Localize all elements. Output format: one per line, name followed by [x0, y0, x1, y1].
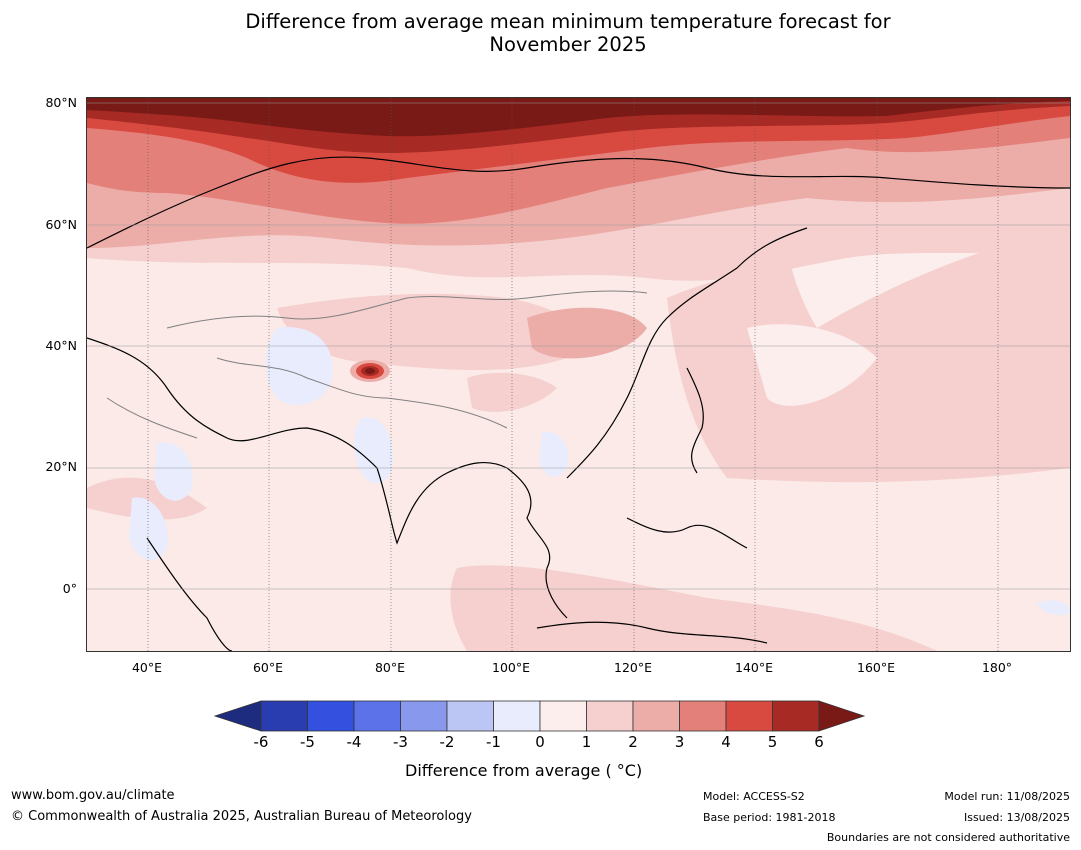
- cbar-tick-3: 3: [674, 733, 685, 751]
- cbar-tick-2: 2: [628, 733, 638, 751]
- colorbar-segment: [307, 700, 355, 732]
- model-text: Model: ACCESS-S2: [703, 790, 805, 803]
- colorbar-extend-low: [214, 700, 262, 732]
- map-title: Difference from average mean minimum tem…: [0, 10, 1081, 56]
- colorbar-segment: [353, 700, 401, 732]
- cbar-tick-m6: -6: [253, 733, 269, 751]
- lat-label-20n: 20°N: [45, 459, 77, 474]
- copyright-text: © Commonwealth of Australia 2025, Austra…: [11, 809, 472, 824]
- title-line-2: November 2025: [489, 33, 647, 56]
- cbar-tick-m3: -3: [393, 733, 408, 751]
- map-canvas: [87, 98, 1070, 651]
- lon-label-160e: 160°E: [856, 660, 896, 675]
- lat-label-40n: 40°N: [45, 338, 77, 353]
- base-period-text: Base period: 1981-2018: [703, 811, 836, 824]
- colorbar-segment: [679, 700, 727, 732]
- colorbar-segment: [586, 700, 634, 732]
- lon-label-40e: 40°E: [131, 660, 163, 675]
- colorbar-label: Difference from average ( °C): [405, 761, 643, 780]
- lat-label-60n: 60°N: [45, 217, 77, 232]
- lon-label-140e: 140°E: [734, 660, 774, 675]
- lon-label-180: 180°: [981, 660, 1013, 675]
- cbar-tick-m4: -4: [346, 733, 362, 751]
- lon-label-100e: 100°E: [491, 660, 531, 675]
- model-run-text: Model run: 11/08/2025: [944, 790, 1070, 803]
- cbar-tick-5: 5: [767, 733, 778, 751]
- cbar-tick-m5: -5: [300, 733, 315, 751]
- colorbar-segment: [400, 700, 448, 732]
- colorbar-segment: [632, 700, 680, 732]
- disclaimer-text: Boundaries are not considered authoritat…: [826, 831, 1070, 844]
- forecast-map: [86, 97, 1071, 652]
- colorbar: [214, 700, 866, 732]
- lat-label-80n: 80°N: [45, 95, 77, 110]
- lon-label-80e: 80°E: [374, 660, 406, 675]
- cbar-tick-6: 6: [814, 733, 824, 751]
- cbar-tick-4: 4: [721, 733, 731, 751]
- website-link[interactable]: www.bom.gov.au/climate: [11, 788, 175, 803]
- lon-label-60e: 60°E: [252, 660, 284, 675]
- cbar-tick-0: 0: [535, 733, 545, 751]
- cbar-tick-m2: -2: [439, 733, 455, 751]
- cbar-tick-1: 1: [581, 733, 592, 751]
- colorbar-extend-high: [818, 700, 866, 732]
- colorbar-segment: [772, 700, 820, 732]
- colorbar-segment: [260, 700, 308, 732]
- issued-text: Issued: 13/08/2025: [963, 811, 1070, 824]
- colorbar-segment: [493, 700, 541, 732]
- colorbar-segment: [446, 700, 494, 732]
- lon-label-120e: 120°E: [613, 660, 653, 675]
- lat-label-0: 0°: [62, 581, 77, 596]
- colorbar-segment: [539, 700, 587, 732]
- colorbar-segment: [725, 700, 773, 732]
- cbar-tick-m1: -1: [486, 733, 501, 751]
- title-line-1: Difference from average mean minimum tem…: [245, 10, 891, 33]
